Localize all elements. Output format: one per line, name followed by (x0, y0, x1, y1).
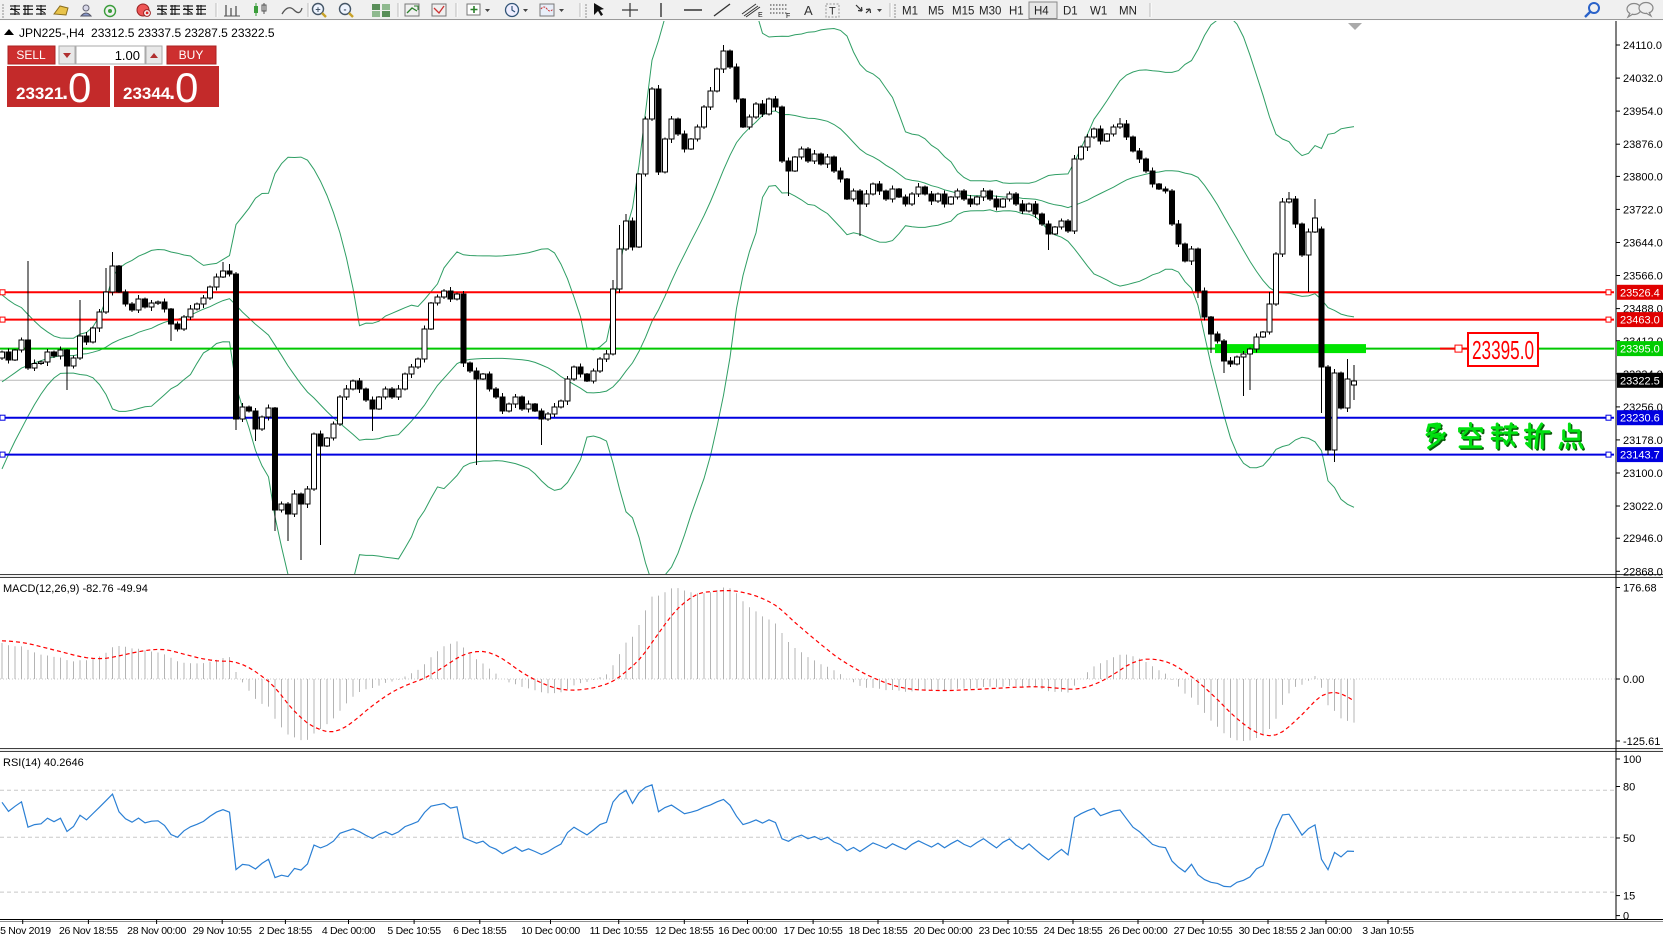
svg-text:15: 15 (1623, 891, 1635, 903)
svg-text:12 Dec 18:55: 12 Dec 18:55 (655, 925, 714, 937)
svg-text:23526.4: 23526.4 (1620, 287, 1660, 299)
svg-text:0: 0 (1623, 911, 1629, 923)
svg-text:F: F (786, 13, 790, 20)
svg-text:17 Dec 10:55: 17 Dec 10:55 (784, 925, 843, 937)
svg-text:0: 0 (175, 64, 198, 111)
svg-text:24 Dec 18:55: 24 Dec 18:55 (1044, 925, 1103, 937)
svg-text:23395.0: 23395.0 (1620, 344, 1660, 356)
svg-text:25 Nov 2019: 25 Nov 2019 (0, 925, 51, 937)
svg-text:H4: H4 (1034, 6, 1049, 18)
svg-text:22946.0: 22946.0 (1623, 533, 1663, 545)
svg-text:0: 0 (68, 64, 91, 111)
svg-text:1.00: 1.00 (115, 48, 140, 63)
svg-text:11 Dec 10:55: 11 Dec 10:55 (590, 925, 649, 937)
svg-text:2 Jan 00:00: 2 Jan 00:00 (1300, 925, 1352, 937)
svg-text:M1: M1 (902, 6, 918, 18)
svg-text:6 Dec 18:55: 6 Dec 18:55 (453, 925, 507, 937)
svg-text:23876.0: 23876.0 (1623, 139, 1663, 151)
svg-text:-: - (344, 5, 347, 15)
svg-text:29 Nov 10:55: 29 Nov 10:55 (193, 925, 252, 937)
svg-text:30 Dec 18:55: 30 Dec 18:55 (1239, 925, 1298, 937)
svg-text:.: . (169, 79, 175, 104)
svg-text:5 Dec 10:55: 5 Dec 10:55 (387, 925, 441, 937)
svg-text:23022.0: 23022.0 (1623, 501, 1663, 513)
svg-text:23321: 23321 (16, 84, 63, 103)
svg-text:M30: M30 (979, 6, 1001, 18)
svg-text:24032.0: 24032.0 (1623, 73, 1663, 85)
svg-text:23722.0: 23722.0 (1623, 204, 1663, 216)
svg-text:26 Nov 18:55: 26 Nov 18:55 (59, 925, 118, 937)
svg-text:A: A (804, 3, 813, 18)
svg-text:23178.0: 23178.0 (1623, 435, 1663, 447)
svg-text:4 Dec 00:00: 4 Dec 00:00 (322, 925, 376, 937)
svg-text:24110.0: 24110.0 (1623, 40, 1662, 52)
svg-text:23100.0: 23100.0 (1623, 468, 1663, 480)
svg-text:E: E (758, 12, 763, 19)
svg-text:176.68: 176.68 (1623, 583, 1657, 595)
svg-text:23230.6: 23230.6 (1620, 413, 1660, 425)
svg-text:23 Dec 10:55: 23 Dec 10:55 (979, 925, 1038, 937)
svg-text:2 Dec 18:55: 2 Dec 18:55 (259, 925, 313, 937)
svg-text:MN: MN (1119, 6, 1137, 18)
svg-text:-125.61: -125.61 (1623, 736, 1660, 748)
svg-text:MACD(12,26,9) -82.76 -49.94: MACD(12,26,9) -82.76 -49.94 (3, 583, 148, 595)
svg-text:RSI(14) 40.2646: RSI(14) 40.2646 (3, 757, 84, 769)
svg-text:3 Jan 10:55: 3 Jan 10:55 (1362, 925, 1414, 937)
svg-text:M15: M15 (952, 6, 974, 18)
svg-text:23344: 23344 (123, 84, 171, 103)
svg-text:23322.5: 23322.5 (1620, 375, 1660, 387)
svg-text:T: T (829, 6, 836, 18)
svg-text:27 Dec 10:55: 27 Dec 10:55 (1174, 925, 1233, 937)
svg-text:26 Dec 00:00: 26 Dec 00:00 (1109, 925, 1168, 937)
svg-text:28 Nov 00:00: 28 Nov 00:00 (127, 925, 186, 937)
svg-text:M5: M5 (928, 6, 944, 18)
svg-text:23395.0: 23395.0 (1472, 335, 1534, 365)
svg-text:D1: D1 (1063, 6, 1078, 18)
svg-text:10 Dec 00:00: 10 Dec 00:00 (521, 925, 580, 937)
svg-text:23644.0: 23644.0 (1623, 238, 1663, 250)
svg-text:22868.0: 22868.0 (1623, 566, 1663, 578)
svg-text:H1: H1 (1009, 6, 1024, 18)
svg-text:BUY: BUY (179, 48, 204, 62)
svg-text:W1: W1 (1090, 6, 1107, 18)
svg-text:18 Dec 18:55: 18 Dec 18:55 (849, 925, 908, 937)
svg-text:.: . (62, 79, 68, 104)
svg-text:0.00: 0.00 (1623, 674, 1644, 686)
svg-text:80: 80 (1623, 782, 1635, 794)
svg-text:23143.7: 23143.7 (1620, 450, 1660, 462)
svg-text:20 Dec 00:00: 20 Dec 00:00 (914, 925, 973, 937)
svg-text:23800.0: 23800.0 (1623, 171, 1663, 183)
svg-text:+: + (315, 5, 320, 15)
svg-text:50: 50 (1623, 833, 1635, 845)
svg-text:23463.0: 23463.0 (1620, 315, 1660, 327)
svg-text:23954.0: 23954.0 (1623, 106, 1663, 118)
svg-text:16 Dec 00:00: 16 Dec 00:00 (718, 925, 777, 937)
svg-text:100: 100 (1623, 754, 1641, 766)
svg-text:23566.0: 23566.0 (1623, 271, 1663, 283)
svg-text:JPN225-,H4 23312.5 23337.5 23: JPN225-,H4 23312.5 23337.5 23287.5 23322… (19, 26, 275, 40)
svg-text:SELL: SELL (16, 48, 46, 62)
